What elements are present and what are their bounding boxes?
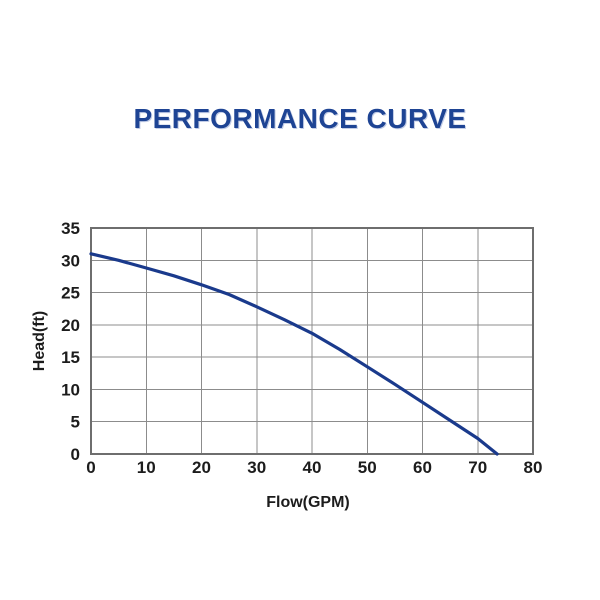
- svg-text:30: 30: [61, 251, 80, 270]
- svg-text:70: 70: [468, 458, 487, 477]
- x-axis-label: Flow(GPM): [266, 494, 350, 511]
- y-tick-labels: 0 5 10 15 20 25 30 35: [61, 219, 80, 464]
- svg-text:10: 10: [61, 380, 80, 399]
- svg-text:40: 40: [303, 458, 322, 477]
- plot-border: [90, 227, 534, 455]
- svg-text:60: 60: [413, 458, 432, 477]
- svg-text:80: 80: [524, 458, 543, 477]
- page-title: PERFORMANCE CURVE: [133, 103, 467, 134]
- svg-text:5: 5: [71, 413, 80, 432]
- svg-text:0: 0: [71, 445, 80, 464]
- grid-lines: [90, 227, 534, 455]
- svg-text:20: 20: [192, 458, 211, 477]
- svg-text:15: 15: [61, 348, 80, 367]
- svg-text:0: 0: [86, 458, 95, 477]
- svg-text:20: 20: [61, 316, 80, 335]
- svg-text:25: 25: [61, 284, 80, 303]
- svg-text:10: 10: [137, 458, 156, 477]
- svg-text:30: 30: [247, 458, 266, 477]
- y-axis-label: Head(ft): [31, 311, 48, 371]
- svg-text:50: 50: [358, 458, 377, 477]
- x-tick-labels: 0 10 20 30 40 50 60 70 80: [86, 458, 542, 477]
- performance-curve: [89, 252, 499, 456]
- svg-text:35: 35: [61, 219, 80, 238]
